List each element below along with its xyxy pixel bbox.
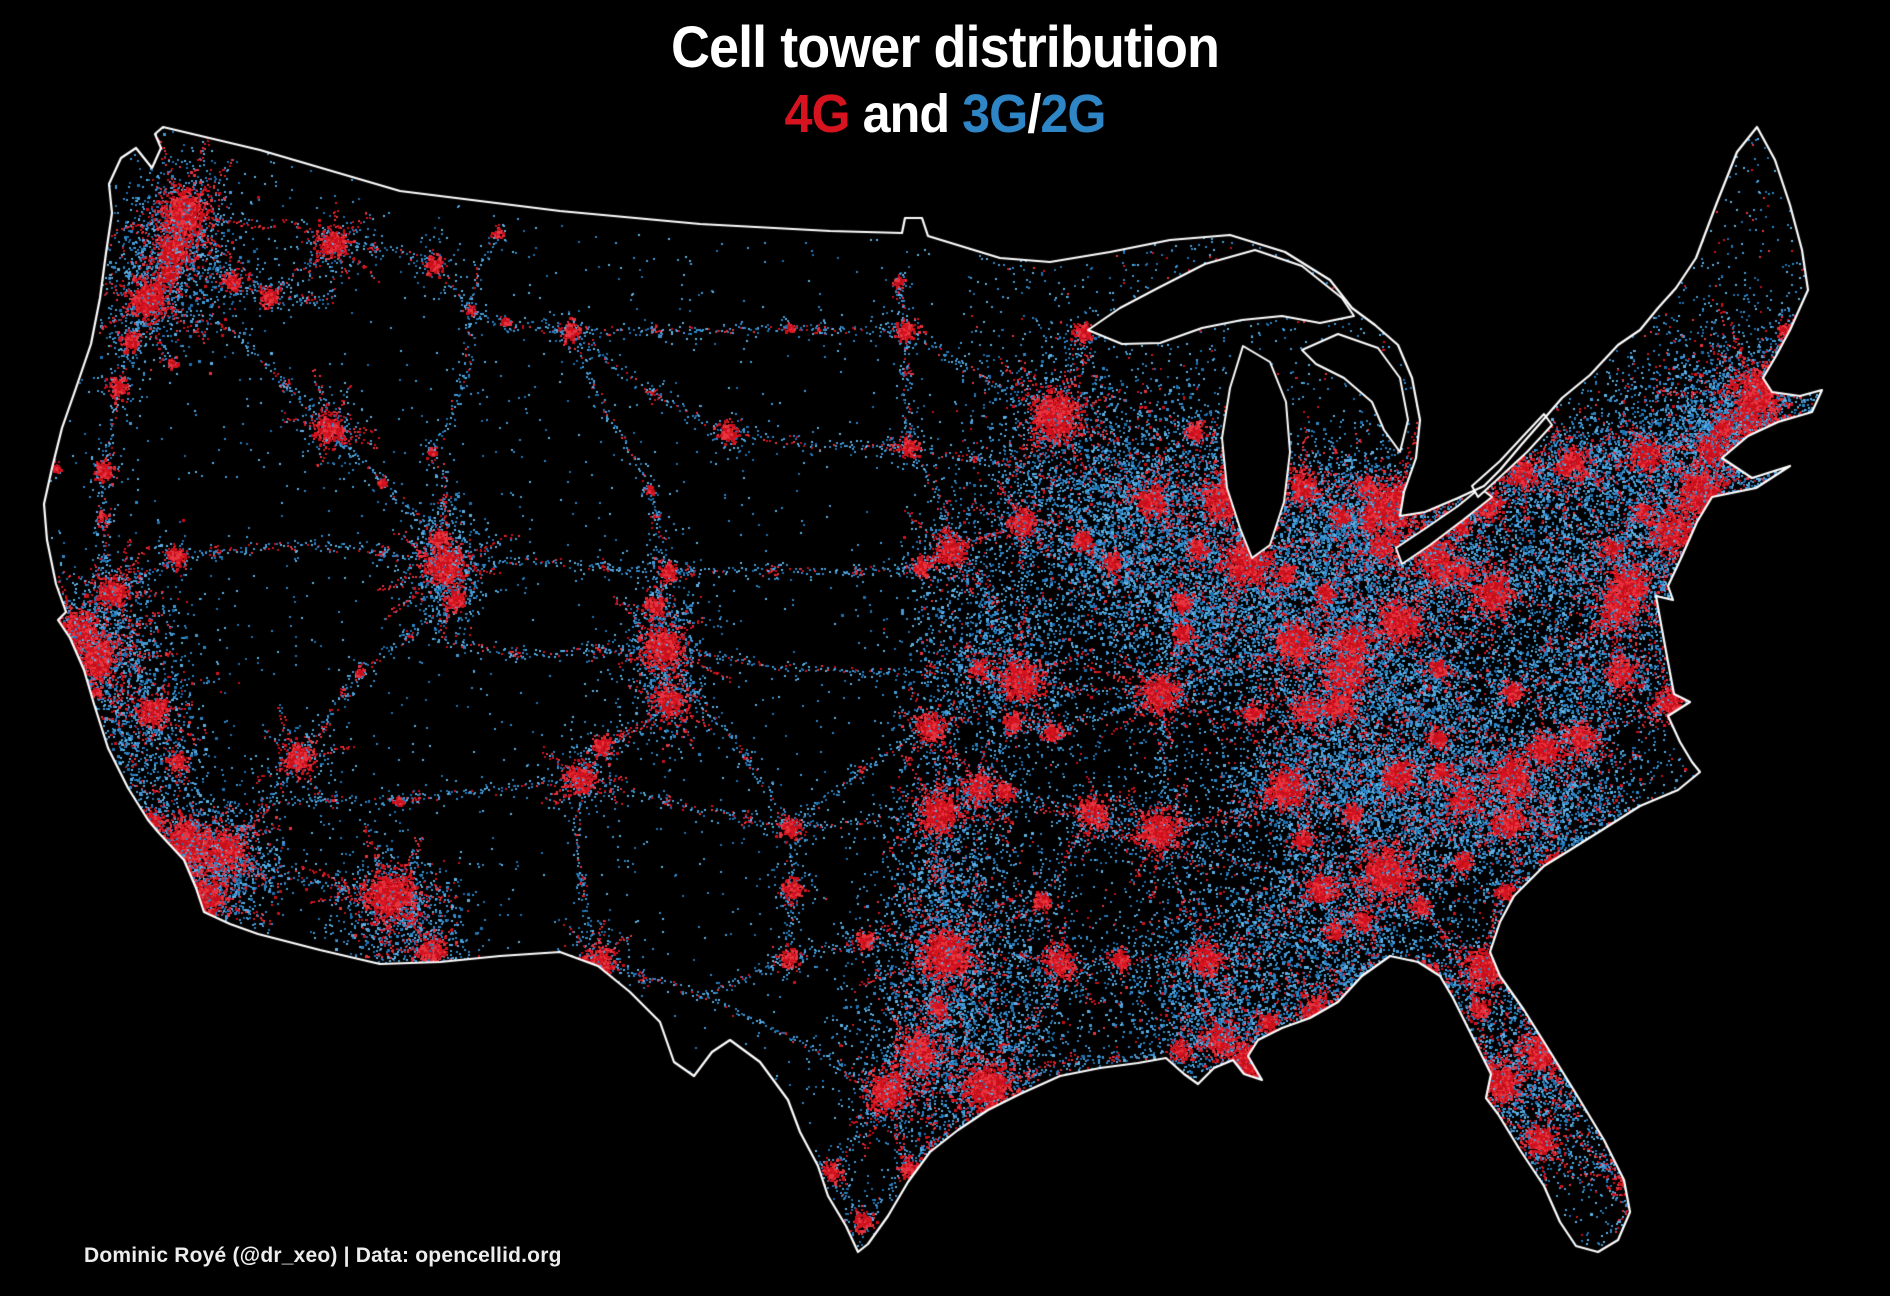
title-2g-label: 2G: [1040, 83, 1106, 144]
title-3g-label: 3G: [962, 83, 1028, 144]
title-4g-label: 4G: [784, 83, 850, 144]
credit-line: Dominic Royé (@dr_xeo) | Data: opencelli…: [84, 1244, 562, 1267]
title-line2: 4G and 3G/2G: [66, 83, 1824, 145]
title-block: Cell tower distribution 4G and 3G/2G: [66, 15, 1824, 145]
title-and-text: and: [849, 83, 963, 144]
title-slash: /: [1027, 83, 1041, 144]
title-line1: Cell tower distribution: [670, 15, 1220, 80]
